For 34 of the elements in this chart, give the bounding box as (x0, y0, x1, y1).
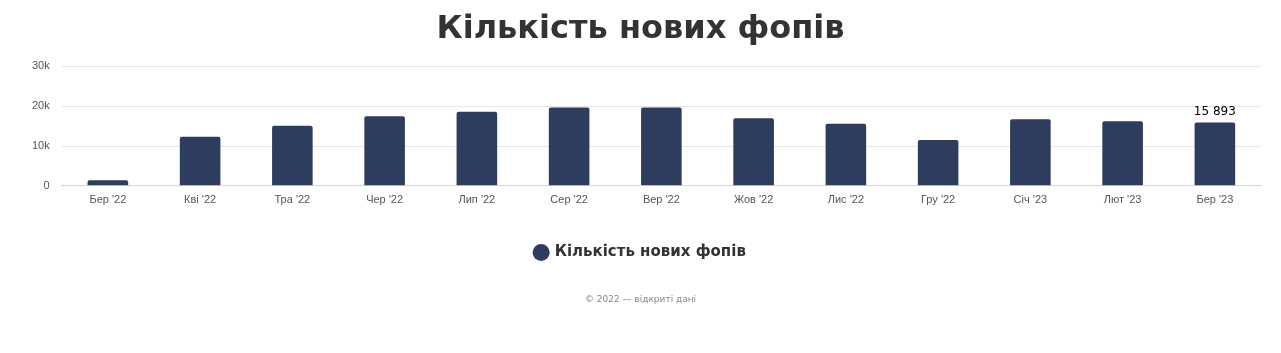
bar (364, 116, 405, 186)
legend-label: Кількість нових фопів (554, 242, 746, 261)
bar (456, 111, 498, 186)
bar (548, 107, 590, 186)
x-tick-label: Січ '23 (1013, 193, 1048, 206)
bar (733, 118, 774, 186)
x-tick-label: Сер '22 (550, 193, 588, 206)
y-tick-label: 20k (31, 99, 51, 112)
y-tick-label: 0 (43, 178, 50, 191)
y-tick-label: 30k (31, 59, 51, 72)
x-tick-label: Бер '23 (1196, 193, 1234, 206)
bar (825, 123, 867, 186)
bar (179, 136, 221, 186)
bar (1194, 122, 1236, 186)
text: © 2022 — відкриті дані (583, 294, 698, 304)
x-tick-label: Жов '22 (733, 193, 774, 206)
x-tick-label: Лис '22 (827, 193, 864, 206)
bar (87, 180, 129, 186)
x-tick-label: Бер '22 (89, 193, 127, 206)
x-tick-label: Кві '22 (184, 193, 217, 206)
chart-title: Кількість нових фопів (436, 7, 845, 46)
bar (641, 107, 682, 186)
bar (1102, 121, 1143, 186)
y-tick-label: 10k (31, 139, 51, 152)
x-tick-label: Чер '22 (366, 193, 404, 206)
x-tick-label: Гру '22 (921, 193, 956, 206)
data-label: 15 893 (1193, 103, 1236, 118)
bar (272, 125, 313, 186)
bar (1010, 119, 1051, 186)
x-tick-label: Лип '22 (458, 193, 496, 206)
x-tick-label: Тра '22 (274, 193, 311, 206)
x-tick-label: Лют '23 (1103, 193, 1142, 206)
bar (917, 140, 959, 186)
x-tick-label: Вер '22 (642, 193, 680, 206)
